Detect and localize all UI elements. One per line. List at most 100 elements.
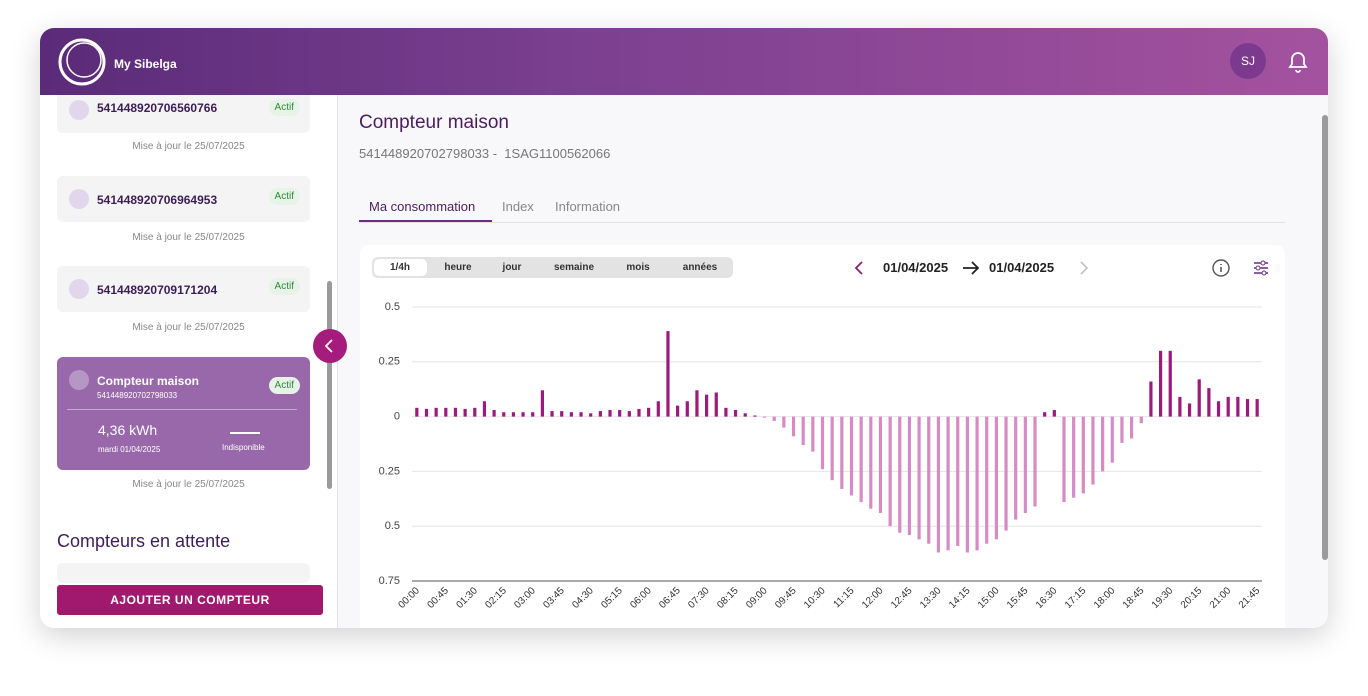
bar xyxy=(598,411,602,417)
selected-meter-card[interactable]: Compteur maison 541448920702798033 Actif… xyxy=(57,357,310,470)
sidebar: 541448920706560766 Actif Mise à jour le 2… xyxy=(40,95,338,628)
period-option[interactable]: 1/4h xyxy=(389,262,410,273)
next-date[interactable] xyxy=(1077,259,1091,277)
x-tick-label: 12:45 xyxy=(889,585,915,611)
x-tick-label: 14:15 xyxy=(947,585,973,611)
bar xyxy=(791,416,796,437)
x-tick-label: 00:45 xyxy=(425,585,451,611)
tab[interactable]: Ma consommation xyxy=(369,199,476,214)
status-badge: Actif xyxy=(268,278,300,295)
bar xyxy=(878,416,883,514)
bar xyxy=(733,410,738,417)
meter-id: 541448920706964953 xyxy=(97,193,218,207)
bar xyxy=(627,411,631,417)
info-icon[interactable] xyxy=(1211,258,1231,278)
meter-id: 541448920702798033 xyxy=(97,391,178,400)
bar xyxy=(1139,416,1143,424)
x-tick-label: 21:45 xyxy=(1237,585,1263,611)
bar xyxy=(801,416,805,446)
tab-rule xyxy=(359,222,1286,223)
meter-card[interactable]: 541448920706964953 Actif xyxy=(57,176,310,222)
x-tick-label: 02:15 xyxy=(483,585,509,611)
y-tick-label: 0.25 xyxy=(379,465,400,477)
x-tick-label: 16:30 xyxy=(1034,585,1060,611)
bar xyxy=(1023,416,1027,514)
x-tick-label: 08:15 xyxy=(715,585,741,611)
x-tick-label: 20:15 xyxy=(1179,585,1205,611)
period-option[interactable]: jour xyxy=(502,262,522,273)
prev-date[interactable] xyxy=(852,259,866,277)
bell-icon[interactable] xyxy=(1286,49,1310,75)
bar xyxy=(1158,350,1163,417)
x-tick-label: 03:45 xyxy=(541,585,567,611)
period-option[interactable]: semaine xyxy=(553,262,595,273)
bar xyxy=(1101,416,1105,472)
period-option[interactable]: mois xyxy=(626,262,650,273)
add-button[interactable]: AJOUTER UN COMPTEUR xyxy=(57,585,323,615)
section-title: Compteurs en attente xyxy=(57,531,231,551)
bar xyxy=(1004,416,1008,531)
bar xyxy=(560,411,564,417)
updated-text: Mise à jour le 25/07/2025 xyxy=(132,479,245,490)
bar xyxy=(782,416,786,428)
collapse-button[interactable] xyxy=(313,329,347,363)
bar xyxy=(869,416,873,509)
x-tick-label: 17:15 xyxy=(1063,585,1089,611)
bar xyxy=(927,416,931,544)
divider xyxy=(67,409,297,410)
x-tick-label: 10:30 xyxy=(802,585,828,611)
tab[interactable]: Information xyxy=(555,199,621,214)
bar xyxy=(656,401,660,417)
y-tick-label: 0.5 xyxy=(385,520,400,532)
bar xyxy=(1014,416,1018,520)
period-active xyxy=(374,259,427,276)
meter-id: 541448920709171204 xyxy=(97,283,218,297)
bar xyxy=(1130,416,1134,439)
period-option[interactable]: heure xyxy=(444,262,472,273)
bar xyxy=(1168,350,1172,417)
bar xyxy=(1062,416,1066,503)
bar xyxy=(569,412,573,417)
scrollbar xyxy=(1322,115,1328,560)
bar xyxy=(521,412,525,417)
bar xyxy=(618,410,622,417)
bar xyxy=(994,416,998,540)
arrow-icon xyxy=(963,261,980,275)
dash xyxy=(230,432,260,434)
x-tick-label: 06:00 xyxy=(628,585,654,611)
header: My Sibelga SJ xyxy=(40,28,1328,95)
subtitle: 541448920702798033 - 1SAG1100562066 xyxy=(359,146,611,161)
bar xyxy=(1072,416,1076,498)
bar xyxy=(975,416,979,551)
x-tick-label: 13:30 xyxy=(918,585,944,611)
bar xyxy=(473,407,477,417)
x-tick-label: 07:30 xyxy=(686,585,712,611)
page-title: Compteur maison xyxy=(359,112,509,133)
status-badge: Actif xyxy=(268,188,300,205)
bar xyxy=(1178,396,1182,417)
bar xyxy=(695,390,699,417)
avatar[interactable]: SJ xyxy=(1230,43,1266,79)
bar xyxy=(1091,416,1095,485)
bar xyxy=(540,390,544,417)
x-tick-label: 09:45 xyxy=(773,585,799,611)
period-option[interactable]: années xyxy=(682,262,718,273)
meter-card[interactable]: 541448920709171204 Actif xyxy=(57,266,310,312)
bar xyxy=(482,401,487,417)
settings-icon[interactable] xyxy=(1251,258,1271,278)
tab[interactable]: Index xyxy=(502,199,534,214)
y-tick-label: 0.25 xyxy=(379,356,400,368)
updated-text: Mise à jour le 25/07/2025 xyxy=(132,322,245,333)
meter-card[interactable]: 541448920706560766 Actif xyxy=(57,95,310,133)
bar xyxy=(1043,412,1047,417)
bar xyxy=(647,407,651,417)
x-tick-label: 01:30 xyxy=(454,585,480,611)
x-tick-label: 05:15 xyxy=(599,585,625,611)
bar xyxy=(608,410,612,417)
bar xyxy=(444,407,448,417)
bar xyxy=(888,416,892,527)
bar xyxy=(415,407,419,417)
bar xyxy=(463,408,467,417)
